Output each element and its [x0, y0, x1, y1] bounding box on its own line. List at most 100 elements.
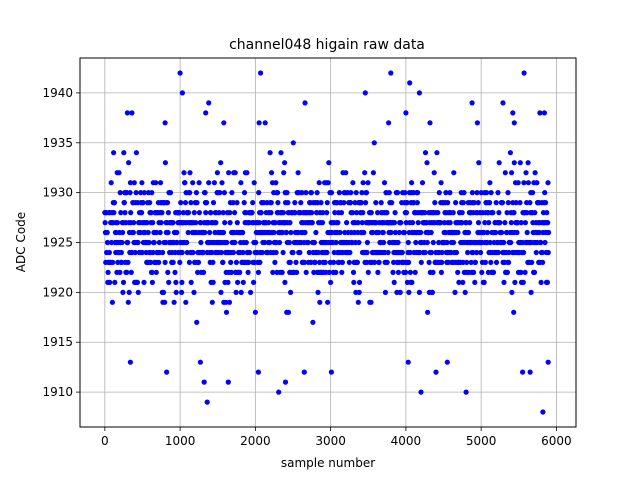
- data-point: [138, 190, 144, 196]
- data-point: [313, 229, 319, 236]
- data-point: [541, 110, 548, 116]
- data-point: [370, 229, 376, 236]
- data-point: [312, 259, 318, 265]
- data-point: [378, 200, 384, 206]
- data-point: [471, 200, 477, 206]
- data-point: [545, 249, 551, 256]
- data-point: [543, 200, 549, 206]
- data-point: [450, 210, 456, 216]
- data-point: [520, 369, 526, 375]
- data-point: [230, 249, 236, 256]
- data-point: [176, 210, 182, 216]
- data-point: [228, 269, 234, 275]
- data-point: [250, 200, 256, 206]
- data-point: [149, 269, 155, 275]
- data-point: [112, 279, 118, 285]
- data-point: [360, 210, 366, 216]
- data-point: [278, 150, 284, 156]
- data-point: [204, 399, 210, 405]
- data-point: [118, 210, 124, 216]
- data-point: [405, 239, 411, 246]
- data-point: [403, 210, 410, 216]
- data-point: [217, 190, 223, 196]
- data-point: [528, 289, 534, 295]
- data-point: [177, 259, 183, 265]
- data-point: [463, 220, 469, 226]
- data-point: [336, 190, 342, 196]
- data-point: [495, 249, 501, 256]
- data-point: [407, 80, 413, 86]
- data-point: [252, 309, 258, 315]
- data-point: [229, 190, 235, 196]
- x-tick-label: 0: [101, 434, 109, 448]
- data-point: [288, 229, 294, 236]
- data-point: [105, 269, 111, 275]
- data-point: [422, 210, 428, 216]
- data-point: [256, 120, 262, 126]
- data-point: [365, 180, 371, 186]
- data-point: [139, 180, 145, 186]
- data-point: [243, 239, 249, 246]
- data-point: [325, 299, 331, 305]
- data-point: [104, 229, 110, 236]
- data-point: [352, 200, 358, 206]
- data-point: [356, 279, 363, 285]
- data-point: [376, 259, 382, 265]
- data-point: [474, 249, 480, 256]
- data-point: [407, 269, 413, 275]
- data-point: [273, 249, 279, 256]
- data-point: [166, 279, 172, 285]
- data-point: [311, 269, 317, 275]
- data-point: [375, 229, 382, 236]
- data-point: [430, 269, 436, 275]
- data-point: [431, 170, 437, 176]
- data-point: [490, 210, 496, 216]
- data-point: [127, 190, 133, 196]
- data-point: [372, 259, 378, 265]
- data-point: [315, 249, 321, 256]
- data-point: [335, 220, 341, 226]
- data-point: [227, 210, 233, 216]
- data-point: [226, 170, 232, 176]
- data-point: [246, 259, 252, 265]
- data-point: [197, 359, 203, 365]
- data-point: [359, 220, 365, 226]
- data-point: [191, 289, 197, 295]
- data-point: [470, 249, 476, 256]
- data-point: [455, 269, 461, 275]
- data-point: [520, 279, 526, 285]
- data-point: [162, 120, 168, 126]
- data-point: [111, 210, 117, 216]
- y-tick-label: 1935: [42, 136, 73, 150]
- data-point: [347, 249, 353, 256]
- data-point: [187, 170, 193, 176]
- data-point: [279, 229, 286, 236]
- data-point: [135, 239, 141, 246]
- data-point: [439, 249, 445, 256]
- data-point: [521, 70, 527, 76]
- data-point: [328, 369, 334, 375]
- data-point: [546, 229, 552, 236]
- data-point: [130, 229, 136, 236]
- data-point: [294, 269, 300, 275]
- data-point: [467, 220, 473, 226]
- data-point: [524, 229, 530, 236]
- data-point: [160, 249, 166, 256]
- data-point: [282, 379, 289, 385]
- data-point: [184, 239, 190, 246]
- data-point: [416, 289, 422, 295]
- data-point: [203, 110, 209, 116]
- data-point: [119, 259, 125, 265]
- data-point: [298, 200, 304, 206]
- data-point: [227, 220, 233, 226]
- data-point: [202, 190, 208, 196]
- data-point: [344, 220, 350, 226]
- data-point: [451, 170, 457, 176]
- data-point: [476, 160, 482, 166]
- data-point: [240, 249, 246, 256]
- data-point: [472, 259, 478, 265]
- data-point: [158, 220, 164, 226]
- data-point: [375, 269, 381, 275]
- data-point: [432, 200, 438, 206]
- data-point: [517, 200, 523, 206]
